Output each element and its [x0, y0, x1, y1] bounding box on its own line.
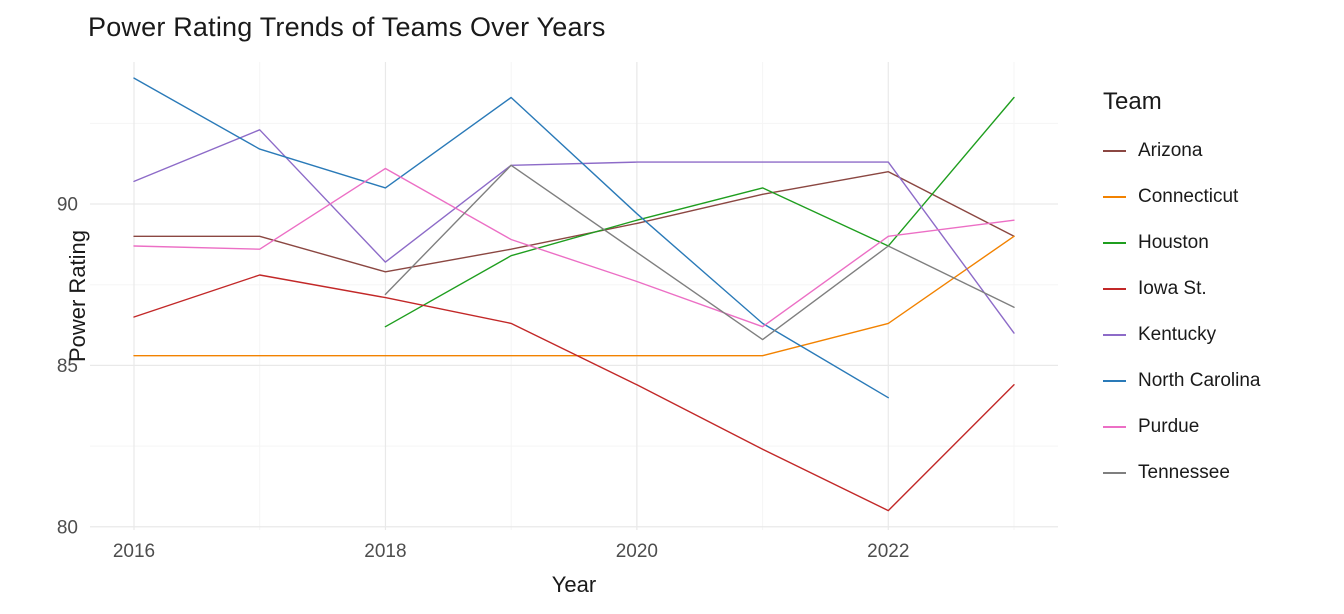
legend-key-line — [1103, 150, 1126, 152]
x-axis-label: Year — [551, 572, 597, 597]
legend-label: Purdue — [1138, 416, 1200, 437]
legend-item-kentucky: Kentucky — [1103, 324, 1333, 346]
legend-label: Connecticut — [1138, 186, 1239, 207]
x-tick-label: 2020 — [616, 541, 658, 562]
legend-key-line — [1103, 426, 1126, 428]
series-line-iowa-st — [133, 274, 1015, 512]
chart-title: Power Rating Trends of Teams Over Years — [88, 12, 606, 42]
series-line-kentucky — [133, 129, 1015, 334]
legend-item-purdue: Purdue — [1103, 416, 1333, 438]
series-lines — [133, 77, 1015, 512]
legend: Team Arizona Connecticut Houston Iowa St. Ke… — [1103, 88, 1333, 484]
legend-key-line — [1103, 472, 1126, 474]
legend-item-arizona: Arizona — [1103, 140, 1333, 162]
legend-items: Arizona Connecticut Houston Iowa St. Kentuck… — [1103, 140, 1333, 484]
legend-label: Arizona — [1138, 140, 1203, 161]
legend-label: Houston — [1138, 232, 1209, 253]
tick-labels: 2016 2018 2020 2022 80 85 90 — [57, 195, 910, 562]
x-tick-label: 2018 — [364, 541, 406, 562]
gridlines-major — [90, 62, 1058, 530]
y-tick-label: 90 — [57, 195, 78, 216]
y-tick-label: 80 — [57, 517, 78, 538]
x-tick-label: 2016 — [113, 541, 155, 562]
x-tick-label: 2022 — [867, 541, 909, 562]
legend-item-houston: Houston — [1103, 232, 1333, 254]
legend-label: North Carolina — [1138, 370, 1261, 391]
series-line-houston — [384, 96, 1015, 328]
series-line-purdue — [133, 167, 1015, 328]
legend-key-line — [1103, 380, 1126, 382]
y-tick-label: 85 — [57, 356, 78, 377]
series-line-tennessee — [384, 164, 1015, 341]
legend-item-north-carolina: North Carolina — [1103, 370, 1333, 392]
legend-item-connecticut: Connecticut — [1103, 186, 1333, 208]
legend-key-line — [1103, 242, 1126, 244]
series-line-north-carolina — [133, 77, 889, 399]
legend-item-iowa-st: Iowa St. — [1103, 278, 1333, 300]
legend-label: Iowa St. — [1138, 278, 1207, 299]
series-line-connecticut — [133, 235, 1015, 357]
legend-label: Tennessee — [1138, 462, 1230, 483]
legend-item-tennessee: Tennessee — [1103, 462, 1333, 484]
legend-title: Team — [1103, 88, 1162, 115]
legend-key-line — [1103, 334, 1126, 336]
legend-key-line — [1103, 288, 1126, 290]
gridlines-minor — [90, 62, 1058, 530]
legend-key-line — [1103, 196, 1126, 198]
y-axis-label: Power Rating — [65, 229, 91, 363]
legend-label: Kentucky — [1138, 324, 1217, 345]
series-line-arizona — [133, 170, 1015, 273]
